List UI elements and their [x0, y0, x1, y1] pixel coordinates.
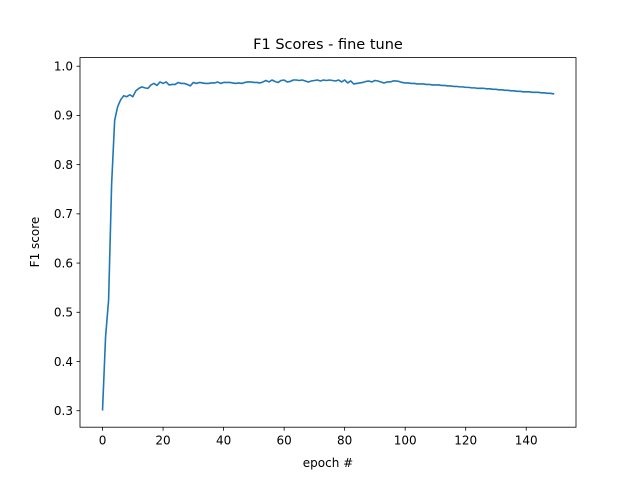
x-axis-label: epoch #	[303, 456, 353, 470]
x-tick-label: 60	[276, 434, 291, 448]
plot-layer	[101, 79, 555, 411]
y-tick-label: 0.7	[54, 207, 73, 221]
x-tick-label: 20	[155, 434, 170, 448]
x-tick-label: 80	[337, 434, 352, 448]
y-tick-label: 1.0	[54, 60, 73, 74]
x-axis-ticks: 0 20 40 60 80 100 120 140	[99, 427, 538, 448]
y-tick-label: 0.8	[54, 158, 73, 172]
x-tick-label: 0	[99, 434, 107, 448]
x-tick-label: 100	[394, 434, 417, 448]
y-tick-label: 0.3	[54, 404, 73, 418]
x-tick-label: 40	[216, 434, 231, 448]
x-tick-label: 120	[454, 434, 477, 448]
y-tick-label: 0.9	[54, 109, 73, 123]
x-tick-label: 140	[515, 434, 538, 448]
series-line-f1-score	[101, 79, 555, 411]
chart-title: F1 Scores - fine tune	[253, 37, 403, 53]
y-tick-label: 0.6	[54, 256, 73, 270]
y-tick-label: 0.5	[54, 306, 73, 320]
y-axis-label: F1 score	[28, 217, 42, 268]
plot-frame	[79, 57, 577, 428]
y-tick-label: 0.4	[54, 355, 73, 369]
y-axis-ticks: 0.3 0.4 0.5 0.6 0.7 0.8 0.9 1.0	[54, 60, 80, 418]
